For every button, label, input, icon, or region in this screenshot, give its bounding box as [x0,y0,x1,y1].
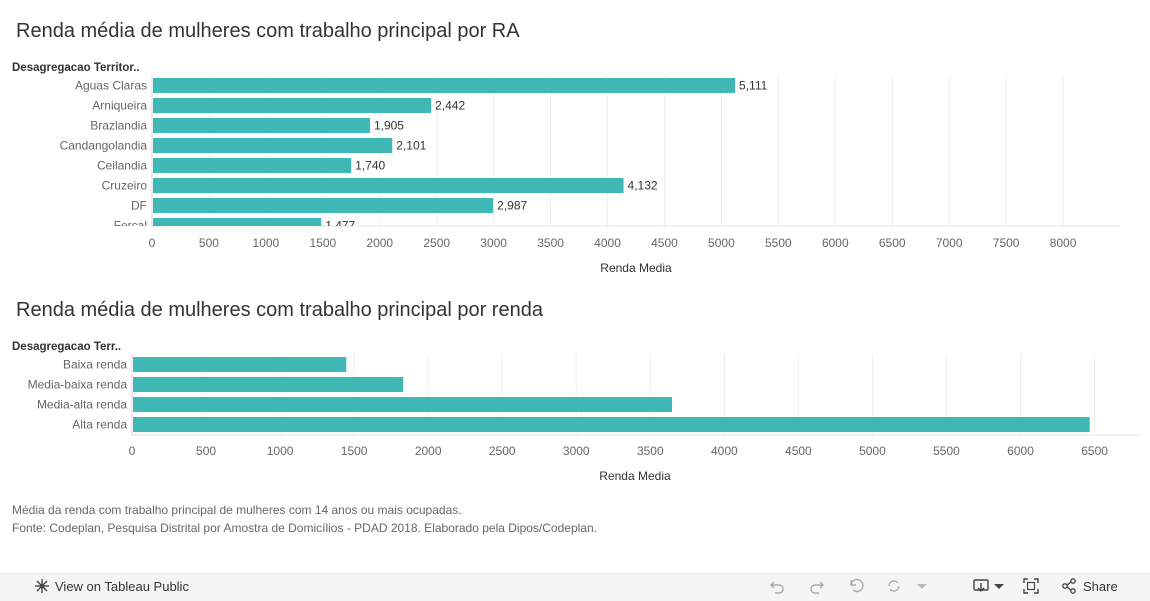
bar [133,397,673,412]
x-tick-label: 500 [196,444,216,458]
chart1-title: Renda média de mulheres com trabalho pri… [16,20,520,42]
download-icon[interactable] [972,577,990,595]
x-tick-label: 0 [129,444,136,458]
value-label: 5,111 [739,79,768,93]
x-tick-label: 5000 [859,444,886,458]
revert-icon[interactable] [848,577,866,595]
bar [133,377,404,392]
category-label: DF [131,199,147,213]
bars-group: Aguas Claras 5,111 Arniqueira 2,442 Brazland… [60,78,768,233]
category-label: Aguas Claras [75,79,147,93]
bar [153,78,736,93]
bar [153,138,393,153]
fullscreen-icon[interactable] [1022,577,1040,595]
x-tick-label: 4500 [785,444,812,458]
x-tick-label: 6500 [879,236,906,250]
value-label: 1,477 [325,219,355,233]
value-label: 2,442 [435,99,465,113]
value-label: 2,987 [497,199,527,213]
x-tick-label: 1000 [253,236,280,250]
x-tick-label: 1500 [341,444,368,458]
x-tick-label: 2500 [423,236,450,250]
row-header: Desagregacao Territor.. [12,62,140,74]
redo-icon[interactable] [808,577,826,595]
bar [153,178,624,193]
share-icon[interactable] [1060,577,1078,595]
bar [133,357,347,372]
category-label: Cruzeiro [102,179,148,193]
bar [153,158,352,173]
category-label: Media-alta renda [37,398,127,412]
category-label: Alta renda [72,418,127,432]
bar [153,218,322,226]
x-tick-label: 4000 [711,444,738,458]
x-tick-label: 5000 [708,236,735,250]
bar [153,118,370,133]
x-tick-label: 2500 [489,444,516,458]
x-axis-title: Renda Media [599,469,671,483]
category-label: Fercal [114,219,147,233]
note-line-1: Média da renda com trabalho principal de… [12,503,462,517]
tableau-icon [35,579,49,593]
x-tick-label: 2000 [366,236,393,250]
refresh-icon[interactable] [885,577,903,595]
download-dropdown-icon[interactable] [990,577,1008,595]
view-on-tableau-link[interactable]: View on Tableau Public [55,579,189,594]
x-tick-label: 4000 [594,236,621,250]
x-axis-title: Renda Media [600,261,672,275]
x-tick-label: 2000 [415,444,442,458]
x-tick-label: 5500 [765,236,792,250]
chart-renda: Desagregacao Terr.. Baixa renda Media-baix… [12,341,1139,483]
chart2-title: Renda média de mulheres com trabalho pri… [16,299,543,321]
note-line-2: Fonte: Codeplan, Pesquisa Distrital por … [12,521,597,535]
x-tick-label: 4500 [651,236,678,250]
bar [153,98,432,113]
value-label: 1,740 [355,159,385,173]
bar [153,198,494,213]
tableau-toolbar: View on Tableau Public Share [0,573,1150,601]
x-tick-label: 3000 [480,236,507,250]
refresh-dropdown-icon[interactable] [913,577,931,595]
x-tick-label: 6000 [1007,444,1034,458]
category-label: Brazlandia [90,119,147,133]
x-tick-label: 7000 [936,236,963,250]
x-tick-label: 1500 [309,236,336,250]
x-tick-label: 6500 [1081,444,1108,458]
category-label: Candangolandia [60,139,148,153]
x-tick-label: 3500 [637,444,664,458]
category-label: Arniqueira [92,99,147,113]
share-button[interactable]: Share [1083,579,1118,594]
chart-ra: Desagregacao Territor.. Aguas Claras 5,111… [12,62,1120,275]
value-label: 2,101 [396,139,426,153]
category-label: Media-baixa renda [28,378,128,392]
x-tick-label: 1000 [267,444,294,458]
category-label: Baixa renda [63,358,127,372]
x-tick-label: 3500 [537,236,564,250]
value-label: 4,132 [628,179,658,193]
bar [133,417,1090,432]
row-header: Desagregacao Terr.. [12,341,121,353]
x-tick-label: 500 [199,236,219,250]
x-tick-label: 3000 [563,444,590,458]
notes: Média da renda com trabalho principal de… [12,501,597,537]
value-label: 1,905 [374,119,404,133]
x-tick-label: 5500 [933,444,960,458]
x-tick-label: 0 [149,236,156,250]
x-tick-label: 7500 [993,236,1020,250]
category-label: Ceilandia [97,159,147,173]
x-tick-label: 8000 [1050,236,1077,250]
bars-group: Baixa renda Media-baixa renda Media-alta r… [28,357,1090,432]
undo-icon[interactable] [768,577,786,595]
x-tick-label: 6000 [822,236,849,250]
